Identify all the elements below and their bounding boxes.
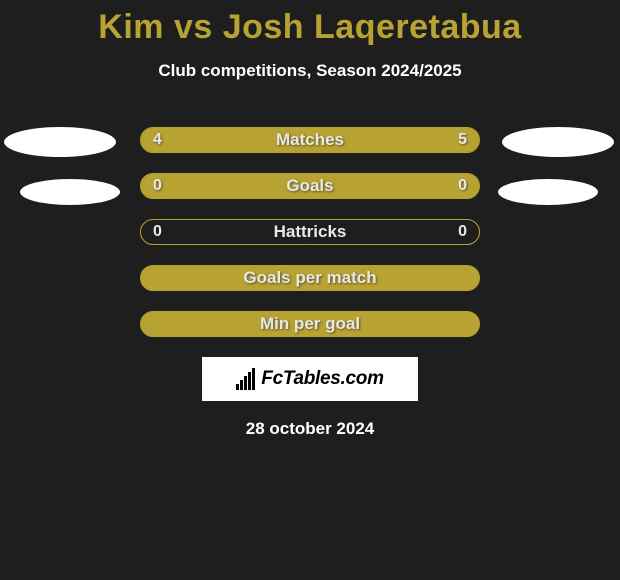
avatar-right-2 <box>498 179 598 205</box>
stat-value-left: 0 <box>153 177 162 195</box>
stat-label: Goals per match <box>243 268 376 288</box>
stat-row-matches: 4 Matches 5 <box>140 127 480 153</box>
stat-value-right: 0 <box>458 223 467 241</box>
subtitle: Club competitions, Season 2024/2025 <box>0 61 620 81</box>
date-text: 28 october 2024 <box>0 419 620 439</box>
logo-bars-icon <box>236 368 255 390</box>
page-title: Kim vs Josh Laqeretabua <box>0 0 620 47</box>
logo-badge: FcTables.com <box>202 357 418 401</box>
stat-value-right: 0 <box>458 177 467 195</box>
stat-label: Min per goal <box>260 314 360 334</box>
stat-label: Goals <box>286 176 333 196</box>
stat-row-goals: 0 Goals 0 <box>140 173 480 199</box>
stat-label: Hattricks <box>274 222 347 242</box>
stat-row-goals-per-match: Goals per match <box>140 265 480 291</box>
stat-value-left: 4 <box>153 131 162 149</box>
stat-fill-left <box>141 128 291 152</box>
stat-label: Matches <box>276 130 344 150</box>
stat-value-right: 5 <box>458 131 467 149</box>
stat-row-hattricks: 0 Hattricks 0 <box>140 219 480 245</box>
stat-value-left: 0 <box>153 223 162 241</box>
avatar-left-2 <box>20 179 120 205</box>
avatar-right-1 <box>502 127 614 157</box>
stat-row-min-per-goal: Min per goal <box>140 311 480 337</box>
logo-text: FcTables.com <box>261 368 383 390</box>
avatar-left-1 <box>4 127 116 157</box>
stats-area: 4 Matches 5 0 Goals 0 0 Hattricks 0 Goal… <box>0 127 620 439</box>
